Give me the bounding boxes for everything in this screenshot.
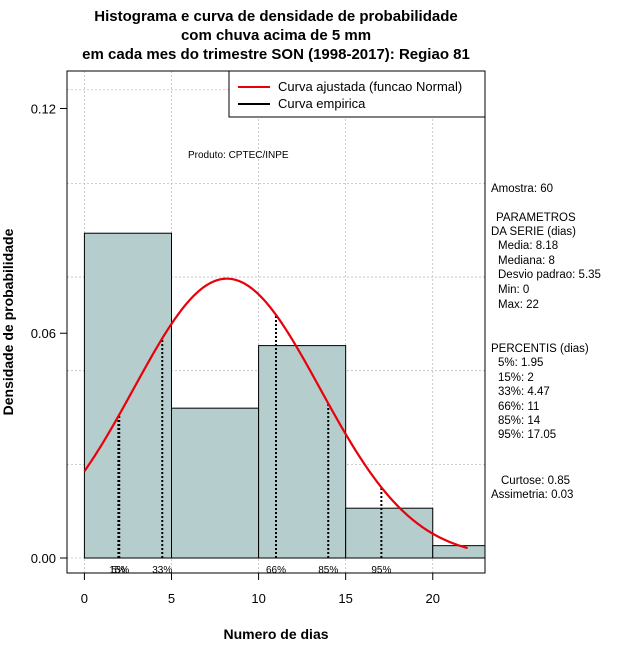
legend-box (228, 70, 486, 118)
histogram-bar-4 (432, 545, 486, 559)
stat-media: Media: 8.18 (498, 240, 558, 252)
percentile-label-1: 15% (109, 565, 129, 576)
product-annotation: Produto: CPTEC/INPE (188, 150, 289, 161)
x-axis-label: Numero de dias (223, 626, 328, 642)
chart-title-line-3: em cada mes do trimestre SON (1998-2017)… (82, 46, 470, 63)
x-tick-label-2: 10 (251, 591, 265, 606)
histogram-bar-0 (83, 232, 172, 559)
stat-percentis-header: PERCENTIS (dias) (491, 343, 589, 355)
legend: Curva ajustada (funcao Normal) Curva emp… (228, 70, 486, 118)
legend-label-normal-curve: Curva ajustada (funcao Normal) (278, 79, 462, 94)
stat-param-header-1: PARAMETROS (496, 212, 576, 224)
y-tick-label-1: 0.06 (31, 326, 56, 341)
y-axis: 0.00 0.06 0.12 (31, 101, 67, 566)
stat-p66: 66%: 11 (498, 401, 539, 413)
stat-p33: 33%: 4.47 (498, 386, 550, 398)
chart-title-line-2: com chuva acima de 5 mm (181, 27, 371, 44)
histogram-bar-1 (171, 407, 260, 559)
x-axis: 0 5 10 15 20 (81, 572, 440, 606)
y-axis-label: Densidade de probabilidade (0, 228, 16, 415)
stat-amostra: Amostra: 60 (491, 183, 553, 195)
stat-param-header-2: DA SERIE (dias) (491, 226, 576, 238)
stat-p95: 95%: 17.05 (498, 429, 556, 441)
x-tick-label-0: 0 (81, 591, 88, 606)
stat-p15: 15%: 2 (498, 372, 534, 384)
histogram-bar-3 (345, 507, 434, 559)
stat-min: Min: 0 (498, 284, 529, 296)
statistics-panel: Amostra: 60 PARAMETROS DA SERIE (dias) M… (491, 183, 601, 501)
x-tick-label-1: 5 (168, 591, 175, 606)
stat-p85: 85%: 14 (498, 415, 541, 427)
percentile-label-5: 95% (371, 565, 391, 576)
percentile-label-0: 5% (111, 565, 126, 576)
percentile-label-4: 85% (318, 565, 338, 576)
y-tick-label-0: 0.00 (31, 551, 56, 566)
stat-p5: 5%: 1.95 (498, 357, 543, 369)
y-tick-label-2: 0.12 (31, 101, 56, 116)
stat-max: Max: 22 (498, 299, 539, 311)
histogram-bar-2 (258, 345, 347, 559)
x-tick-label-4: 20 (426, 591, 440, 606)
legend-label-empirical-curve: Curva empirica (278, 96, 366, 111)
percentile-lines (117, 314, 383, 559)
stat-assimetria: Assimetria: 0.03 (491, 489, 573, 501)
percentile-labels: 5%15% 33% 66% 85% 95% (109, 565, 391, 576)
percentile-label-2: 33% (152, 565, 172, 576)
stat-mediana: Mediana: 8 (498, 255, 555, 267)
chart-title-line-1: Histograma e curva de densidade de proba… (94, 8, 457, 25)
stat-desvio: Desvio padrao: 5.35 (498, 269, 601, 281)
histogram-bars (83, 232, 486, 559)
normal-fit-curve (83, 277, 468, 550)
stat-curtose: Curtose: 0.85 (501, 475, 570, 487)
percentile-label-3: 66% (266, 565, 286, 576)
x-tick-label-3: 15 (338, 591, 352, 606)
